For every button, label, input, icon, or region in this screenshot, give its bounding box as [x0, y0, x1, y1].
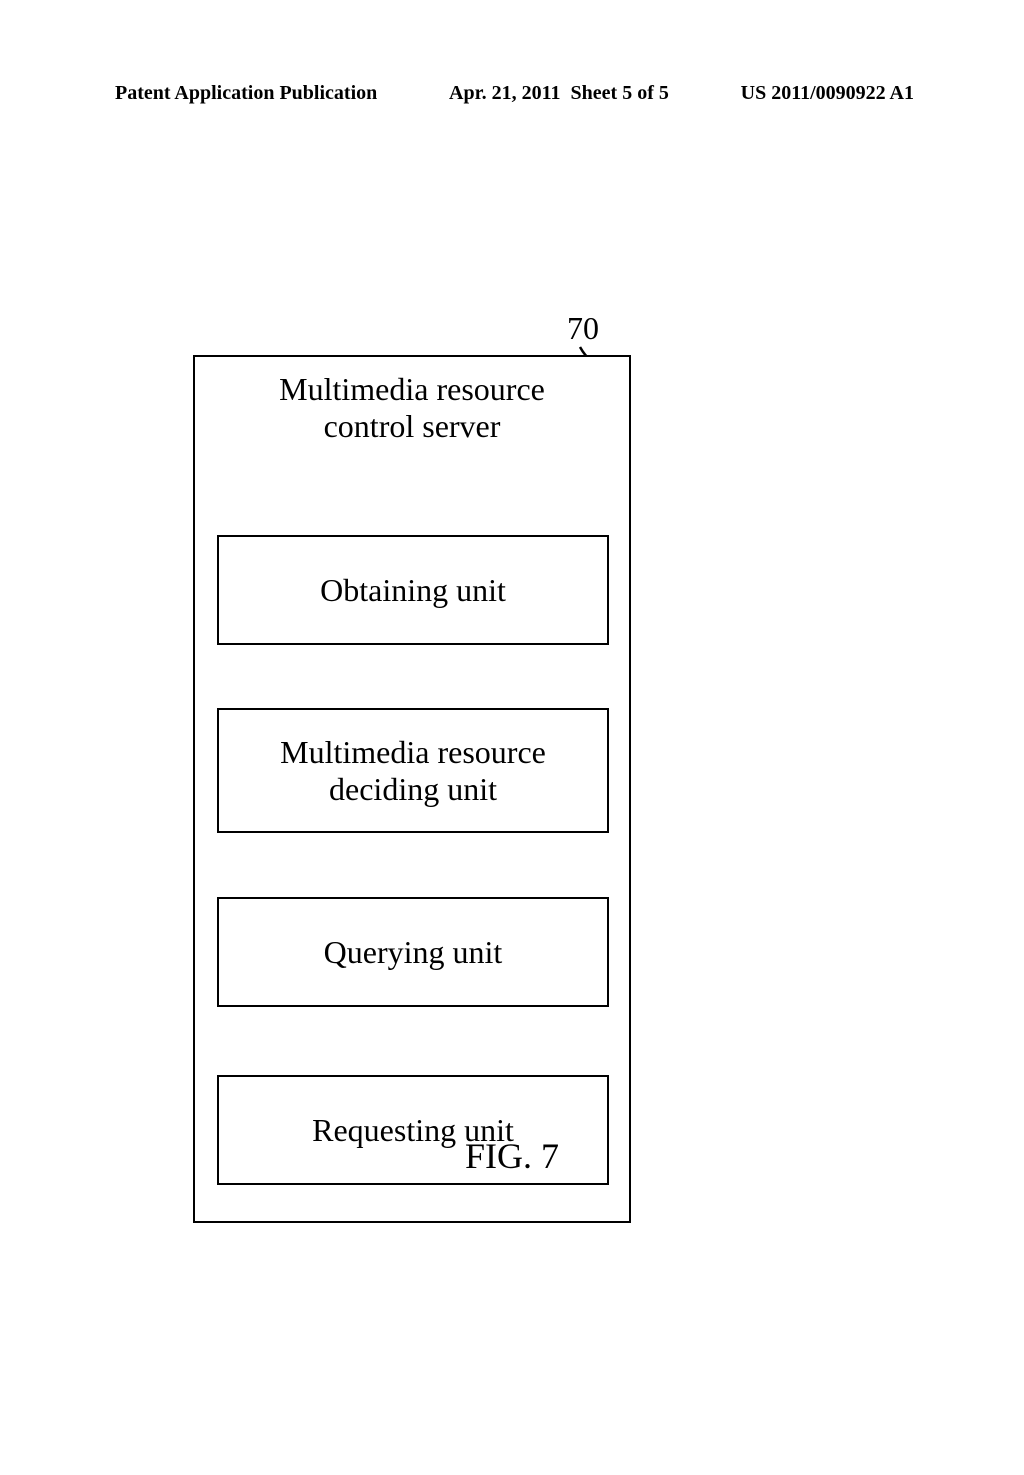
main-title-line1: Multimedia resource — [279, 371, 545, 408]
unit-704-label: Multimedia resource deciding unit — [280, 734, 546, 808]
main-box-title: Multimedia resource control server — [279, 371, 545, 445]
page-header: Patent Application Publication Apr. 21, … — [0, 82, 1024, 105]
unit-702-label: Obtaining unit — [320, 572, 506, 609]
header-mid: Apr. 21, 2011 Sheet 5 of 5 — [449, 82, 669, 105]
unit-702: Obtaining unit — [217, 535, 609, 645]
unit-706-label: Querying unit — [324, 934, 503, 971]
unit-704: Multimedia resource deciding unit — [217, 708, 609, 833]
main-title-line2: control server — [279, 408, 545, 445]
header-left: Patent Application Publication — [115, 82, 377, 105]
header-right: US 2011/0090922 A1 — [741, 82, 914, 105]
figure-caption: FIG. 7 — [0, 1135, 1024, 1177]
unit-706: Querying unit — [217, 897, 609, 1007]
unit-704-line2: deciding unit — [280, 771, 546, 808]
unit-704-line1: Multimedia resource — [280, 734, 546, 771]
